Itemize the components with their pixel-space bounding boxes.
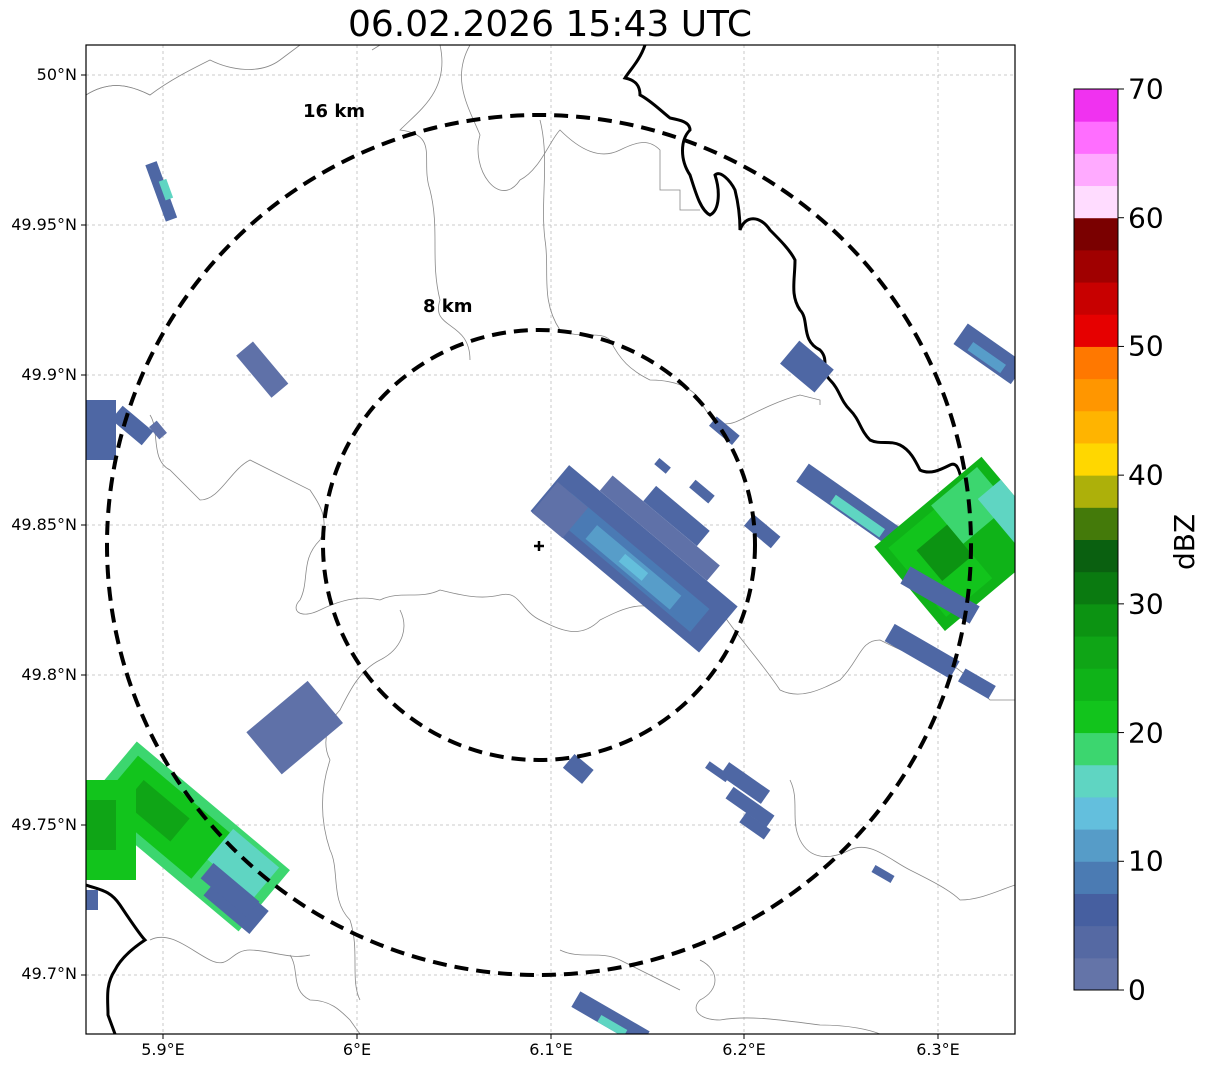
colorbar-segment xyxy=(1074,603,1118,637)
colorbar-segment xyxy=(1074,571,1118,605)
colorbar-segment xyxy=(1074,796,1118,830)
ring-label-8km: 8 km xyxy=(423,296,473,317)
colorbar-tick-label: 20 xyxy=(1128,716,1164,750)
colorbar-segment xyxy=(1074,153,1118,187)
lat-tick-label: 49.95°N xyxy=(11,215,77,234)
colorbar-segment xyxy=(1074,89,1118,122)
colorbar-segment xyxy=(1074,764,1118,798)
colorbar-segment xyxy=(1074,829,1118,862)
colorbar-unit-label: dBZ xyxy=(1168,513,1201,570)
ring-label-16km: 16 km xyxy=(303,101,365,122)
colorbar-segment xyxy=(1074,668,1118,701)
colorbar-tick-label: 60 xyxy=(1128,201,1164,235)
colorbar-tick-label: 30 xyxy=(1128,587,1164,621)
colorbar-segment xyxy=(1074,314,1118,347)
range-rings xyxy=(105,113,973,977)
colorbar-tick-label: 70 xyxy=(1128,72,1164,106)
lon-tick-label: 6°E xyxy=(342,1040,372,1059)
axis-ticks xyxy=(81,74,939,1039)
colorbar-segment xyxy=(1074,539,1118,573)
colorbar-tick-label: 40 xyxy=(1128,458,1164,492)
lat-tick-label: 49.85°N xyxy=(11,515,77,534)
colorbar-segment xyxy=(1074,925,1118,959)
radar-echoes xyxy=(86,161,1015,1034)
lat-tick-label: 50°N xyxy=(36,65,77,84)
colorbar-segment xyxy=(1074,732,1118,766)
lon-tick-label: 5.9°E xyxy=(141,1040,185,1059)
colorbar-segment xyxy=(1074,700,1118,734)
admin-borders xyxy=(86,45,1015,1034)
lon-tick-label: 6.2°E xyxy=(722,1040,766,1059)
colorbar-segment xyxy=(1074,282,1118,315)
lat-tick-label: 49.75°N xyxy=(11,815,77,834)
lon-tick-label: 6.3°E xyxy=(916,1040,960,1059)
colorbar-segment xyxy=(1074,217,1118,251)
colorbar-segment xyxy=(1074,378,1118,412)
lat-tick-label: 49.7°N xyxy=(21,964,77,983)
colorbar xyxy=(1074,88,1124,991)
radar-site-marker xyxy=(534,541,544,551)
colorbar-segment xyxy=(1074,410,1118,444)
colorbar-segment xyxy=(1074,121,1118,154)
colorbar-segment xyxy=(1074,507,1118,540)
map-title: 06.02.2026 15:43 UTC xyxy=(347,4,753,45)
colorbar-frame xyxy=(1073,88,1119,991)
country-borders xyxy=(86,45,1015,1034)
lat-tick-label: 49.8°N xyxy=(21,665,77,684)
lon-tick-label: 6.1°E xyxy=(529,1040,573,1059)
lat-tick-label: 49.9°N xyxy=(21,365,77,384)
colorbar-segment xyxy=(1074,475,1118,508)
colorbar-segment xyxy=(1074,346,1118,380)
colorbar-segment xyxy=(1074,861,1118,894)
colorbar-tick-label: 0 xyxy=(1128,973,1146,1007)
colorbar-segment xyxy=(1074,249,1118,283)
colorbar-tick-label: 10 xyxy=(1128,844,1164,878)
colorbar-segment xyxy=(1074,442,1118,476)
colorbar-segment xyxy=(1074,893,1118,927)
range-ring-16km xyxy=(105,113,973,977)
range-ring-8km xyxy=(321,328,757,762)
colorbar-segment xyxy=(1074,185,1118,219)
colorbar-segment xyxy=(1074,636,1118,669)
colorbar-segment xyxy=(1074,957,1118,991)
colorbar-tick-label: 50 xyxy=(1128,329,1164,363)
